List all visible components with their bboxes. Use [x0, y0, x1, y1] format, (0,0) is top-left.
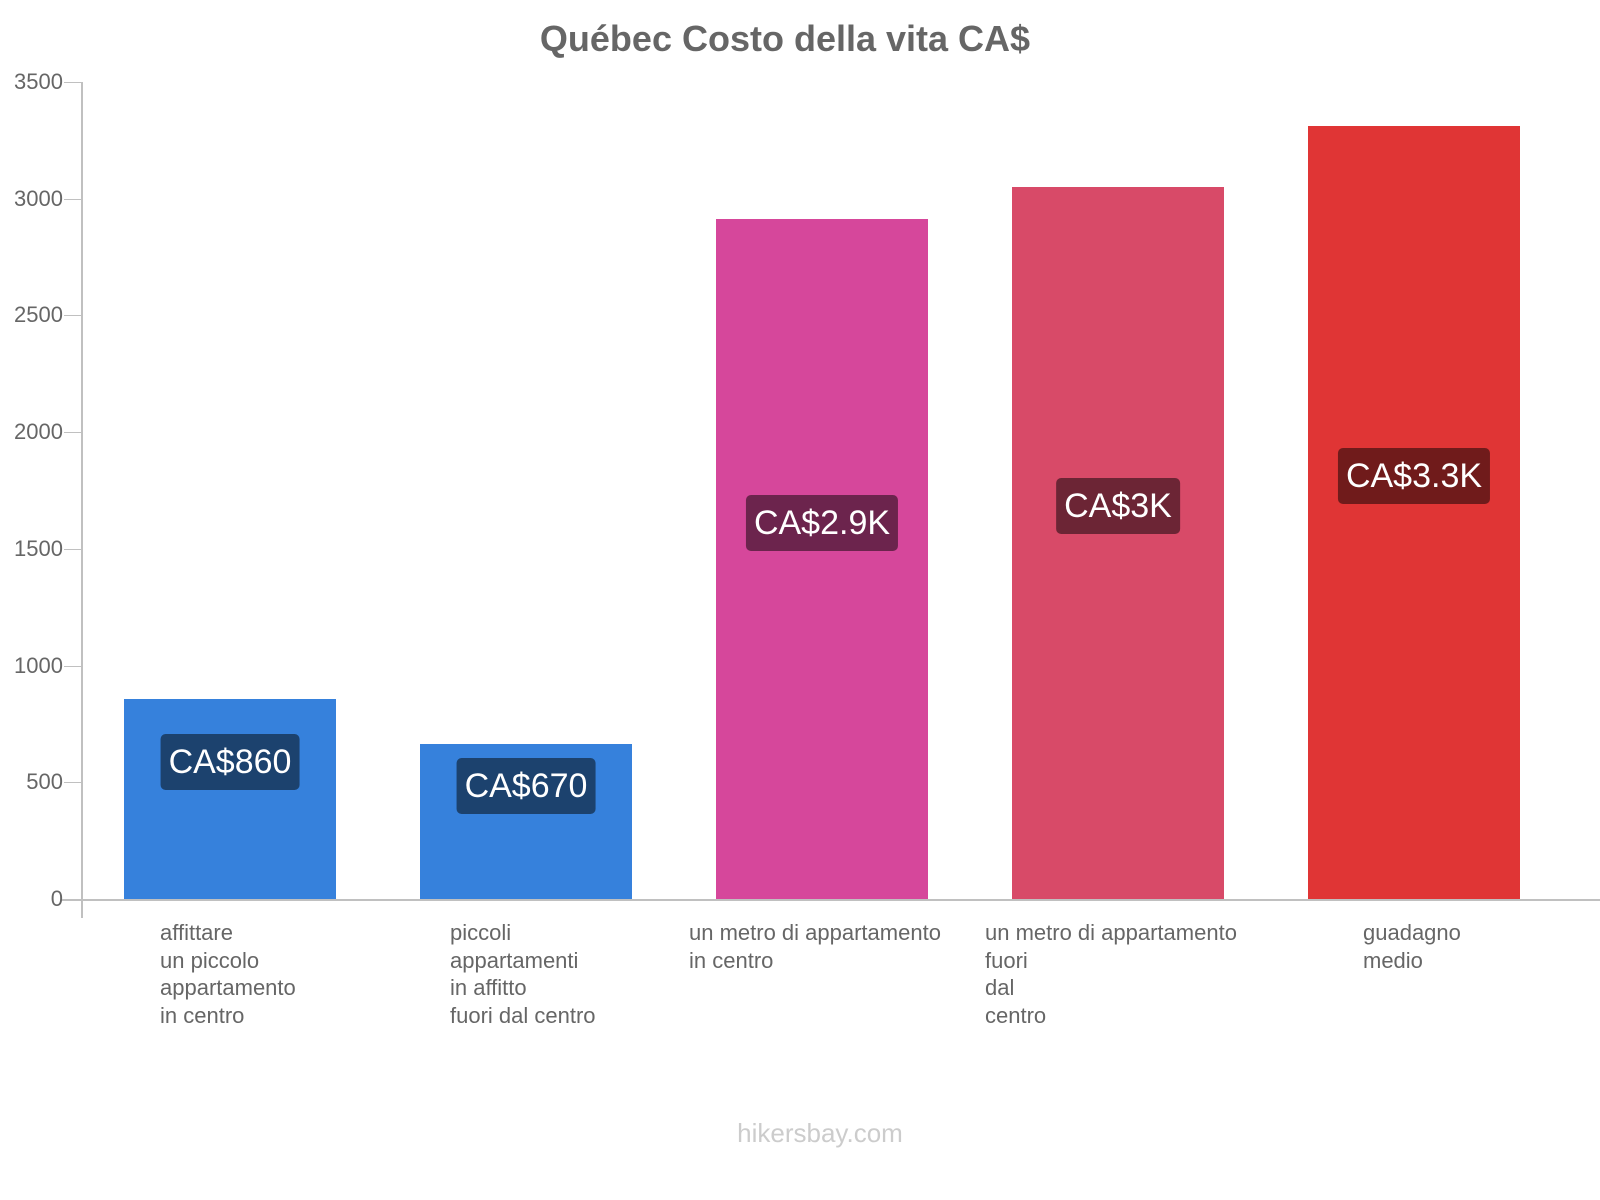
x-axis-line [62, 899, 1600, 901]
x-category-label: piccoli appartamenti in affitto fuori da… [450, 920, 596, 1028]
x-category-label: un metro di appartamento fuori dal centr… [985, 920, 1237, 1028]
y-axis-line [81, 82, 83, 918]
y-tick-mark [64, 82, 81, 83]
y-tick-label: 1500 [14, 535, 63, 561]
y-tick-label: 2500 [14, 302, 63, 328]
bar[interactable] [1308, 126, 1520, 899]
x-category-label: guadagno medio [1363, 920, 1461, 973]
y-tick-label: 1000 [14, 652, 63, 678]
bar-value-label: CA$3.3K [1337, 448, 1491, 504]
y-tick-label: 3500 [14, 69, 63, 94]
y-tick-label: 2000 [14, 419, 63, 445]
bar-value-label: CA$3K [1056, 478, 1180, 534]
y-tick-label: 500 [26, 769, 63, 795]
y-tick-mark [64, 782, 81, 784]
x-category-label: un metro di appartamento in centro [689, 920, 941, 973]
y-tick-mark [64, 548, 81, 550]
bar-value-label: CA$860 [160, 734, 300, 790]
bar[interactable] [1012, 187, 1224, 899]
y-tick-mark [64, 665, 81, 667]
bar-value-label: CA$670 [456, 758, 596, 814]
watermark: hikersbay.com [737, 1118, 903, 1148]
y-tick-label: 3000 [14, 185, 63, 211]
y-tick-label: 0 [50, 886, 63, 911]
y-tick-mark [64, 315, 81, 317]
y-tick-mark [64, 198, 81, 200]
chart-title: Québec Costo della vita CA$ [539, 18, 1031, 59]
bar[interactable] [716, 219, 928, 899]
bar-value-label: CA$2.9K [745, 495, 899, 551]
x-category-label: affittare un piccolo appartamento in cen… [160, 920, 296, 1028]
bar[interactable] [124, 699, 336, 899]
y-tick-mark [64, 432, 81, 434]
